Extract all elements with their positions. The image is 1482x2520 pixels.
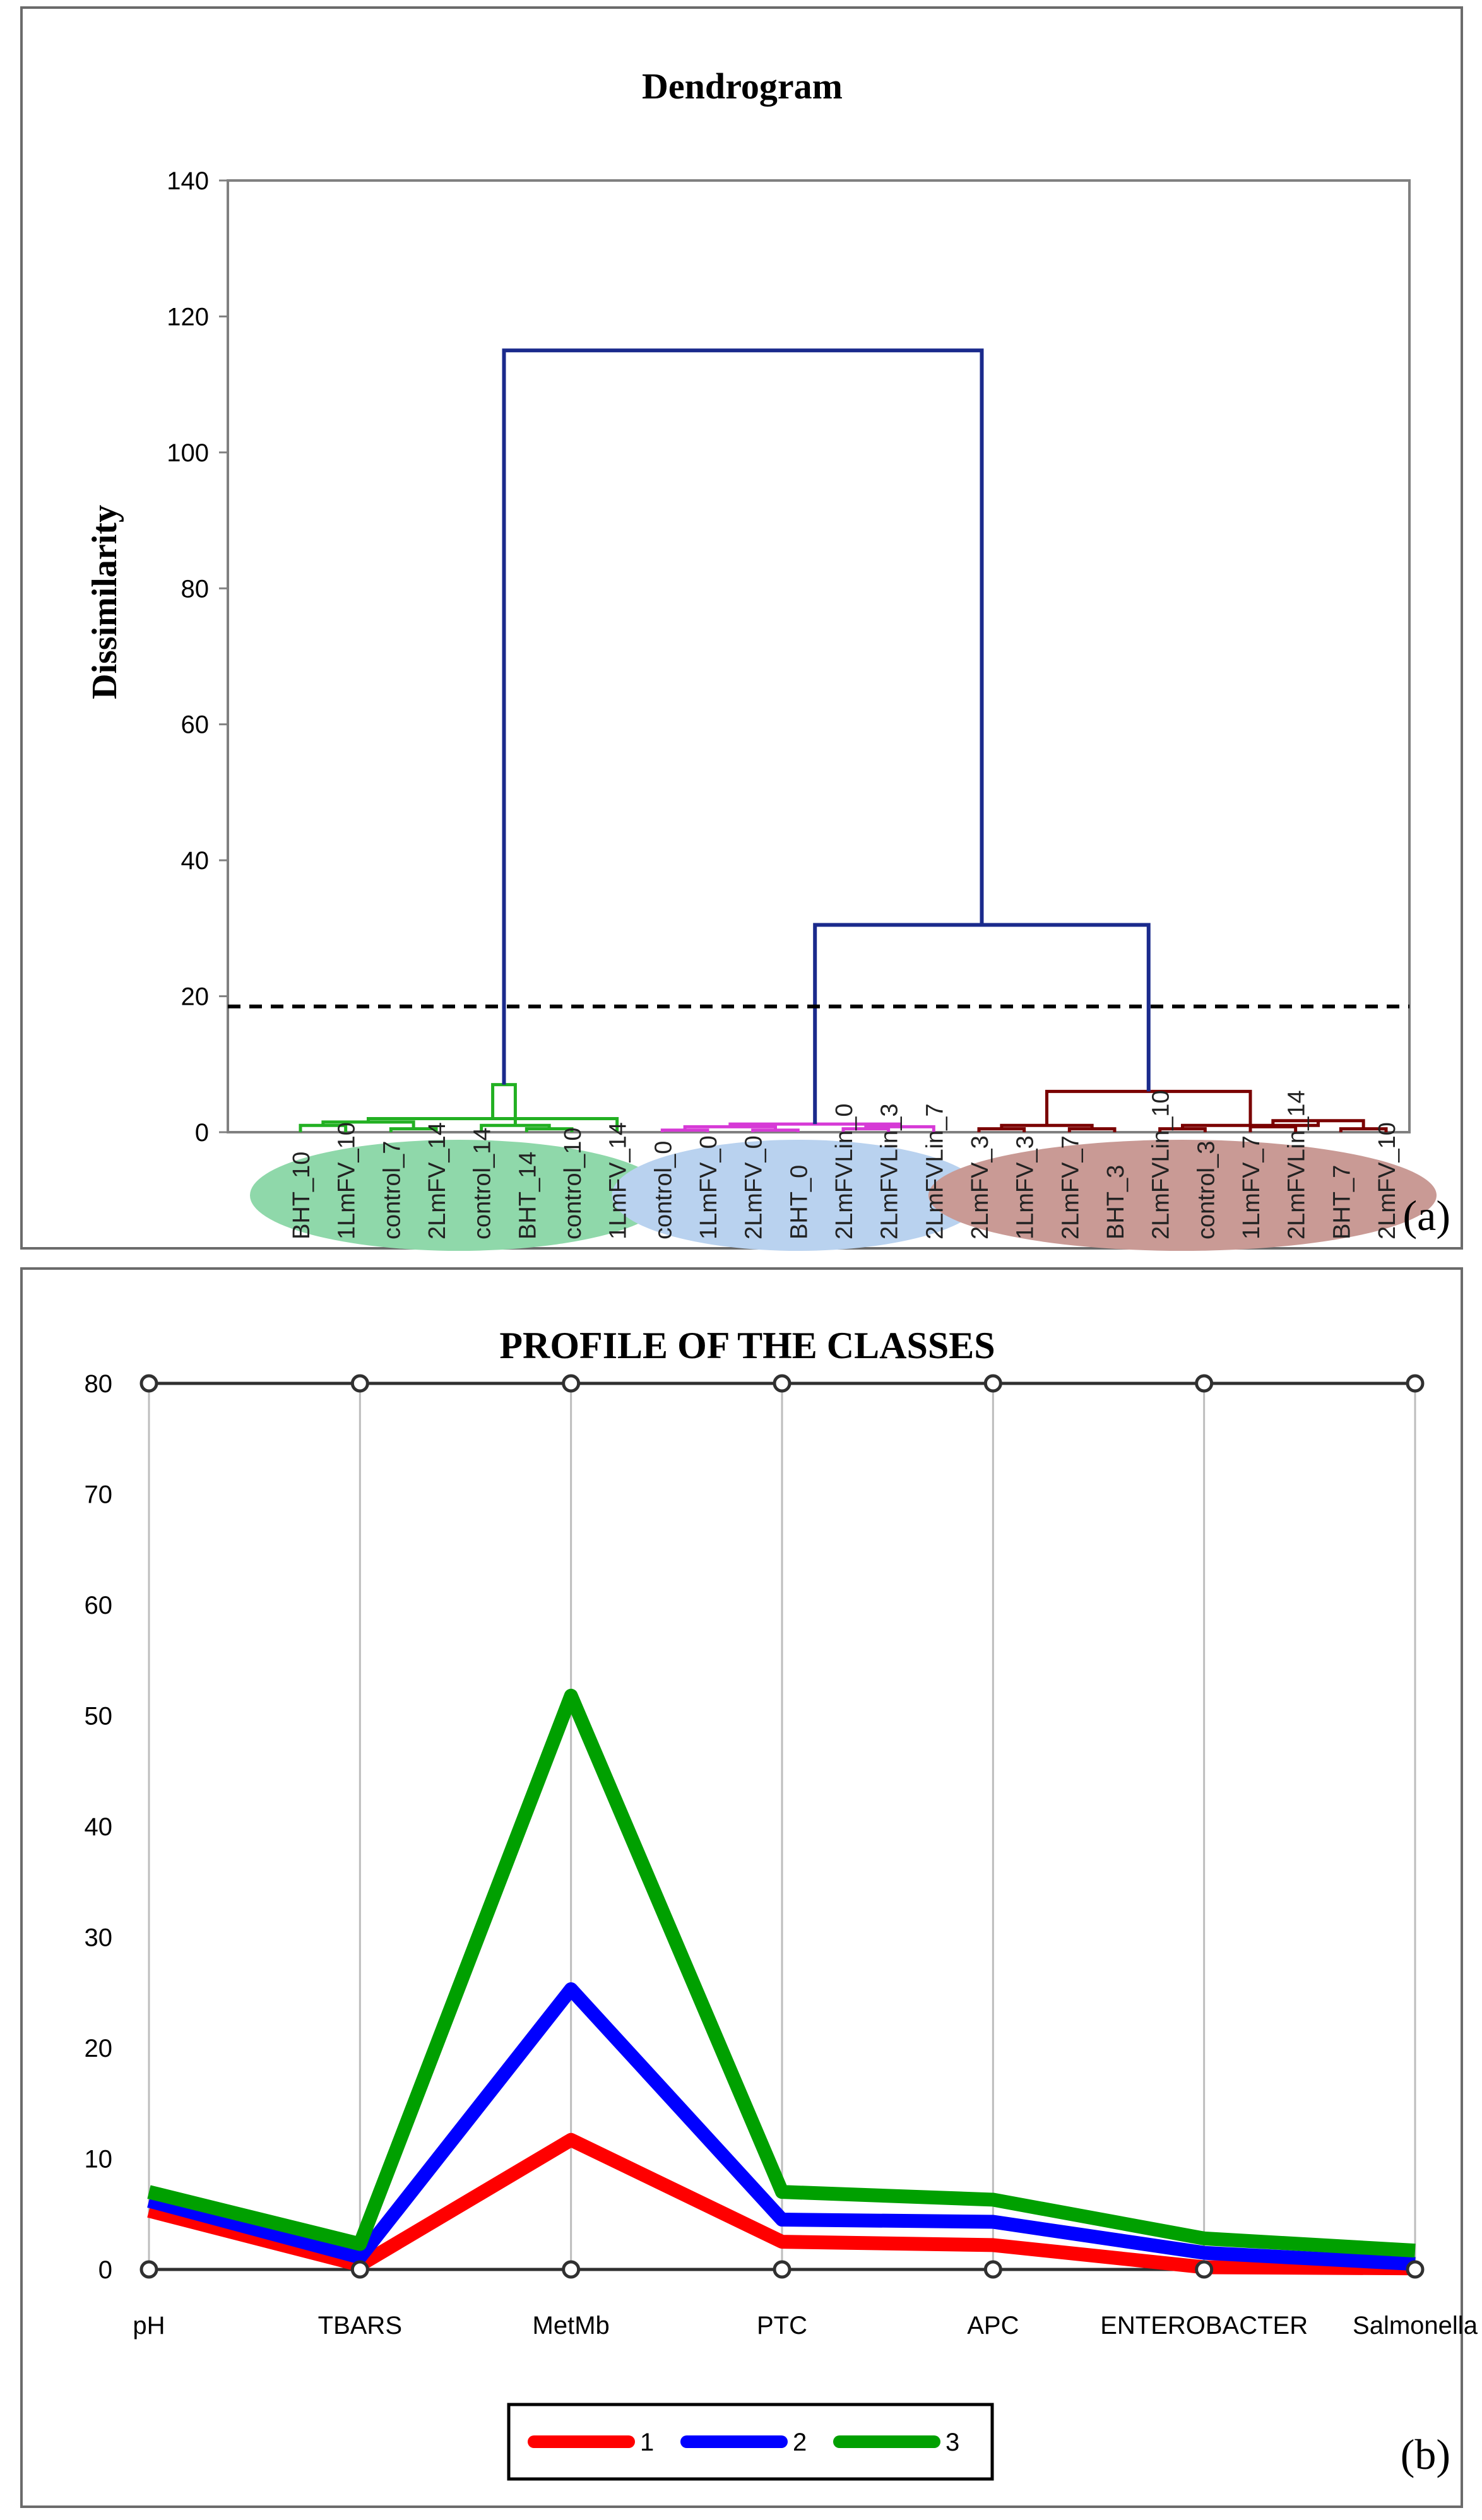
legend-label: 3 xyxy=(946,2428,959,2456)
y-tick-label: 70 xyxy=(85,1481,113,1509)
leaf-label: 2LmFVLin_10 xyxy=(1148,1090,1175,1239)
cluster-ellipse xyxy=(928,1140,1437,1251)
y-tick-label: 0 xyxy=(195,1119,209,1147)
y-axis-ticks: 0 20 40 60 80 100 120 140 xyxy=(167,167,228,1147)
y-tick-label: 140 xyxy=(167,167,209,195)
leaf-label: control_14 xyxy=(470,1128,496,1239)
legend-label: 1 xyxy=(640,2428,654,2456)
x-category-label: MetMb xyxy=(533,2312,610,2340)
y-tick-label: 40 xyxy=(181,847,210,875)
dendrogram-title: Dendrogram xyxy=(642,66,843,107)
x-category-label: pH xyxy=(133,2312,165,2340)
dendrogram-chart: Dendrogram Dissimilarity 0 20 40 60 80 100 120… xyxy=(85,66,1450,1251)
legend-label: 2 xyxy=(793,2428,807,2456)
axis-marker xyxy=(350,2260,369,2279)
y-tick-label: 50 xyxy=(85,1703,113,1730)
leaf-label: 2LmFVLin_7 xyxy=(922,1104,948,1239)
leaf-labels: BHT_10 1LmFV_10 control_7 2LmFV_14 control_1… xyxy=(288,1090,1401,1239)
y-tick-label: 100 xyxy=(167,439,209,467)
profile-panel: PROFILE OF THE CLASSES 0 10 20 30 40 50 60 70 80… xyxy=(20,1267,1478,2508)
leaf-label: 2LmFV_10 xyxy=(1374,1122,1401,1239)
y-tick-label: 60 xyxy=(181,711,210,739)
dendrogram-panel: Dendrogram Dissimilarity 0 20 40 60 80 100 120… xyxy=(20,6,1463,1251)
leaf-label: 1LmFV_0 xyxy=(696,1135,722,1239)
x-category-label: ENTEROBACTER xyxy=(1100,2312,1308,2340)
leaf-label: 2LmFV_7 xyxy=(1057,1135,1084,1239)
y-axis-ticks: 0 10 20 30 40 50 60 70 80 xyxy=(85,1370,113,2284)
leaf-label: control_0 xyxy=(650,1141,677,1239)
axis-marker xyxy=(1406,2260,1425,2279)
leaf-label: control_7 xyxy=(379,1141,405,1239)
series-line xyxy=(147,1688,1416,2258)
leaf-label: control_10 xyxy=(560,1128,586,1239)
axis-marker xyxy=(773,2260,791,2279)
axis-marker xyxy=(562,1374,581,1393)
y-tick-label: 30 xyxy=(85,1924,113,1952)
leaf-label: 2LmFVLin_14 xyxy=(1284,1090,1310,1239)
axis-marker xyxy=(1195,1374,1214,1393)
axis-marker xyxy=(139,1374,158,1393)
leaf-label: 2LmFVLin_3 xyxy=(877,1104,903,1239)
y-tick-label: 80 xyxy=(181,575,210,603)
y-tick-label: 120 xyxy=(167,303,209,331)
dendrogram-link xyxy=(502,348,984,1085)
x-category-label: APC xyxy=(967,2312,1019,2340)
y-tick-label: 40 xyxy=(85,1813,113,1841)
leaf-label: 2LmFV_14 xyxy=(424,1122,451,1239)
axis-marker xyxy=(983,1374,1002,1393)
leaf-label: BHT_7 xyxy=(1329,1165,1355,1239)
series-line xyxy=(147,1982,1416,2271)
profile-title: PROFILE OF THE CLASSES xyxy=(499,1325,995,1366)
leaf-label: BHT_0 xyxy=(786,1165,812,1239)
y-tick-label: 20 xyxy=(181,983,210,1011)
x-category-label: TBARS xyxy=(318,2312,402,2340)
axis-marker xyxy=(983,2260,1002,2279)
x-axis-ticks: pH TBARS MetMb PTC APC ENTEROBACTER Salmonella xyxy=(133,2312,1478,2340)
axis-marker xyxy=(773,1374,791,1393)
leaf-label: 1LmFV_3 xyxy=(1012,1135,1039,1239)
axis-marker xyxy=(1406,1374,1425,1393)
plot-frame xyxy=(227,179,1411,1133)
axis-markers xyxy=(139,1374,1425,2279)
dendrogram-links xyxy=(299,348,1388,1132)
leaf-label: control_3 xyxy=(1193,1141,1219,1239)
leaf-label: 2LmFVLin_0 xyxy=(831,1104,858,1239)
profile-chart: PROFILE OF THE CLASSES 0 10 20 30 40 50 60 70 80… xyxy=(85,1325,1478,2481)
y-tick-label: 20 xyxy=(85,2035,113,2062)
axis-marker xyxy=(1195,2260,1214,2279)
leaf-label: BHT_10 xyxy=(288,1152,315,1239)
x-category-label: PTC xyxy=(757,2312,807,2340)
leaf-label: 1LmFV_7 xyxy=(1238,1135,1265,1239)
leaf-label: 2LmFV_3 xyxy=(967,1135,993,1239)
dendrogram-link xyxy=(813,923,1151,1125)
axis-marker xyxy=(562,2260,581,2279)
axis-marker xyxy=(350,1374,369,1393)
leaf-label: BHT_14 xyxy=(514,1152,541,1239)
grid-lines xyxy=(148,1381,1416,2271)
y-tick-label: 60 xyxy=(85,1592,113,1619)
y-tick-label: 80 xyxy=(85,1370,113,1398)
leaf-label: 1LmFV_10 xyxy=(334,1122,360,1239)
panel-label-b: (b) xyxy=(1401,2430,1450,2478)
leaf-label: 1LmFV_14 xyxy=(605,1122,632,1239)
legend: 1 2 3 xyxy=(507,2403,994,2481)
leaf-label: 2LmFV_0 xyxy=(741,1135,768,1239)
x-category-label: Salmonella xyxy=(1353,2312,1478,2340)
cluster-ellipse xyxy=(249,1140,668,1251)
leaf-label: BHT_3 xyxy=(1103,1165,1129,1239)
panel-label-a: (a) xyxy=(1403,1192,1450,1239)
y-tick-label: 10 xyxy=(85,2146,113,2174)
y-axis-label: Dissimilarity xyxy=(85,505,124,699)
cluster-ellipse xyxy=(612,1140,985,1251)
axis-marker xyxy=(139,2260,158,2279)
y-tick-label: 0 xyxy=(98,2256,112,2284)
cluster-ellipses xyxy=(249,1140,1437,1251)
